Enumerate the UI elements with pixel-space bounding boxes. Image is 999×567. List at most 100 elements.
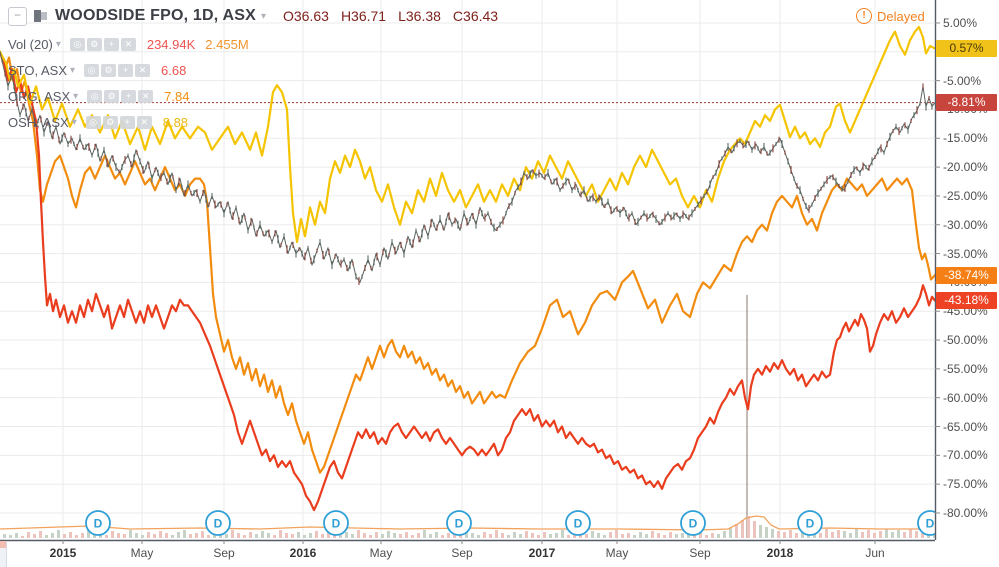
dividend-marker[interactable]: D <box>323 510 349 536</box>
volume-bar <box>75 535 78 538</box>
volume-bar <box>363 533 366 538</box>
volume-bar <box>903 532 906 538</box>
gear-icon[interactable]: ⚙ <box>104 89 120 103</box>
y-axis-label: -20.00% <box>943 160 988 175</box>
volume-bar <box>879 531 882 538</box>
chevron-down-icon[interactable]: ▾ <box>260 10 266 22</box>
volume-bar <box>657 533 660 538</box>
ohlc-values: O36.63 H36.71 L36.38 C36.43 <box>283 8 498 24</box>
svg-text:D: D <box>689 517 698 531</box>
collapse-legend-button[interactable]: − <box>8 6 27 26</box>
volume-bar <box>489 534 492 538</box>
chevron-down-icon[interactable]: ▾ <box>73 90 79 102</box>
volume-bar <box>393 533 396 538</box>
svg-text:D: D <box>332 517 341 531</box>
volume-bar <box>171 535 174 538</box>
svg-text:D: D <box>574 517 583 531</box>
legend-value: 6.68 <box>161 62 187 78</box>
plus-icon[interactable]: + <box>121 89 137 103</box>
gear-icon[interactable]: ⚙ <box>86 37 102 51</box>
gear-icon[interactable]: ⚙ <box>102 115 118 129</box>
legend-value: 8.88 <box>162 114 189 130</box>
chevron-down-icon[interactable]: ▾ <box>70 64 76 76</box>
chevron-down-icon[interactable]: ▾ <box>55 38 61 50</box>
volume-bar <box>561 530 564 538</box>
volume-bar <box>801 531 804 538</box>
close-icon[interactable]: ✕ <box>136 115 152 129</box>
dividend-marker[interactable]: D <box>205 510 231 536</box>
plus-icon[interactable]: + <box>118 63 134 77</box>
volume-bar <box>411 535 414 538</box>
volume-bar <box>891 532 894 538</box>
y-axis-label: -70.00% <box>943 448 988 463</box>
close-icon[interactable]: ✕ <box>120 37 136 51</box>
volume-bar <box>111 531 114 538</box>
dividend-marker[interactable]: D <box>797 510 823 536</box>
volume-bar <box>759 525 762 538</box>
volume-bar <box>525 531 528 538</box>
volume-bar <box>63 534 66 538</box>
svg-text:D: D <box>94 517 103 531</box>
volume-bar <box>3 534 6 538</box>
volume-bar <box>795 533 798 538</box>
dividend-marker[interactable]: D <box>680 510 706 536</box>
series-2-line[interactable] <box>0 50 935 474</box>
volume-bar <box>189 534 192 538</box>
volume-bar <box>159 531 162 538</box>
series-1-line[interactable] <box>0 25 935 244</box>
collapsed-panel-stub[interactable] <box>0 541 7 567</box>
volume-bar <box>915 531 918 538</box>
series-3-line[interactable] <box>0 50 935 512</box>
plus-icon[interactable]: + <box>119 115 135 129</box>
volume-bar <box>165 533 168 538</box>
volume-bar <box>651 531 654 538</box>
legend-row-values: 6.68 <box>161 63 186 78</box>
legend-row-values: 7.84 <box>164 89 189 104</box>
legend-row-label[interactable]: STO, ASX <box>8 62 68 78</box>
volume-bar <box>285 533 288 538</box>
dividend-marker[interactable]: D <box>85 510 111 536</box>
chevron-down-icon[interactable]: ▾ <box>71 116 77 128</box>
volume-bar <box>381 534 384 538</box>
volume-bar <box>699 532 702 538</box>
last-price-badge: 0.57% <box>936 40 997 57</box>
symbol-title[interactable]: WOODSIDE FPO, 1D, ASX <box>55 7 256 24</box>
volume-bar <box>405 532 408 538</box>
volume-bar <box>237 533 240 538</box>
x-axis-label: Jun <box>865 546 885 560</box>
volume-bar <box>789 530 792 538</box>
plus-icon[interactable]: + <box>103 37 119 51</box>
volume-bar <box>345 532 348 538</box>
y-axis-label: -55.00% <box>943 361 988 376</box>
ohlc-l: L36.38 <box>398 8 441 24</box>
volume-bar <box>399 534 402 538</box>
x-axis-label: 2017 <box>528 546 556 560</box>
legend-row-vol20: Vol (20) ▾ ◎ ⚙ + ✕ 234.94K 2.455M <box>8 35 498 53</box>
volume-bar <box>717 534 720 538</box>
delayed-badge[interactable]: ! Delayed <box>856 8 925 24</box>
volume-bar <box>543 532 546 538</box>
eye-icon[interactable]: ◎ <box>85 115 101 129</box>
legend-row-label[interactable]: OSH, ASX <box>8 114 69 130</box>
eye-icon[interactable]: ◎ <box>69 37 85 51</box>
eye-icon[interactable]: ◎ <box>87 89 103 103</box>
dividend-marker[interactable]: D <box>917 510 942 536</box>
gear-icon[interactable]: ⚙ <box>101 63 117 77</box>
volume-bar <box>771 529 774 538</box>
legend-row-label[interactable]: Vol (20) <box>8 36 53 52</box>
volume-bar <box>741 520 744 538</box>
x-axis-label: Sep <box>213 546 235 560</box>
volume-bar <box>69 532 72 538</box>
close-icon[interactable]: ✕ <box>135 63 151 77</box>
volume-bar <box>681 533 684 538</box>
svg-text:D: D <box>926 517 935 531</box>
dividend-marker[interactable]: D <box>565 510 591 536</box>
dividend-marker[interactable]: D <box>446 510 472 536</box>
close-icon[interactable]: ✕ <box>138 89 154 103</box>
legend-row-label[interactable]: ORG, ASX <box>8 88 71 104</box>
volume-bar <box>267 533 270 538</box>
eye-icon[interactable]: ◎ <box>84 63 100 77</box>
